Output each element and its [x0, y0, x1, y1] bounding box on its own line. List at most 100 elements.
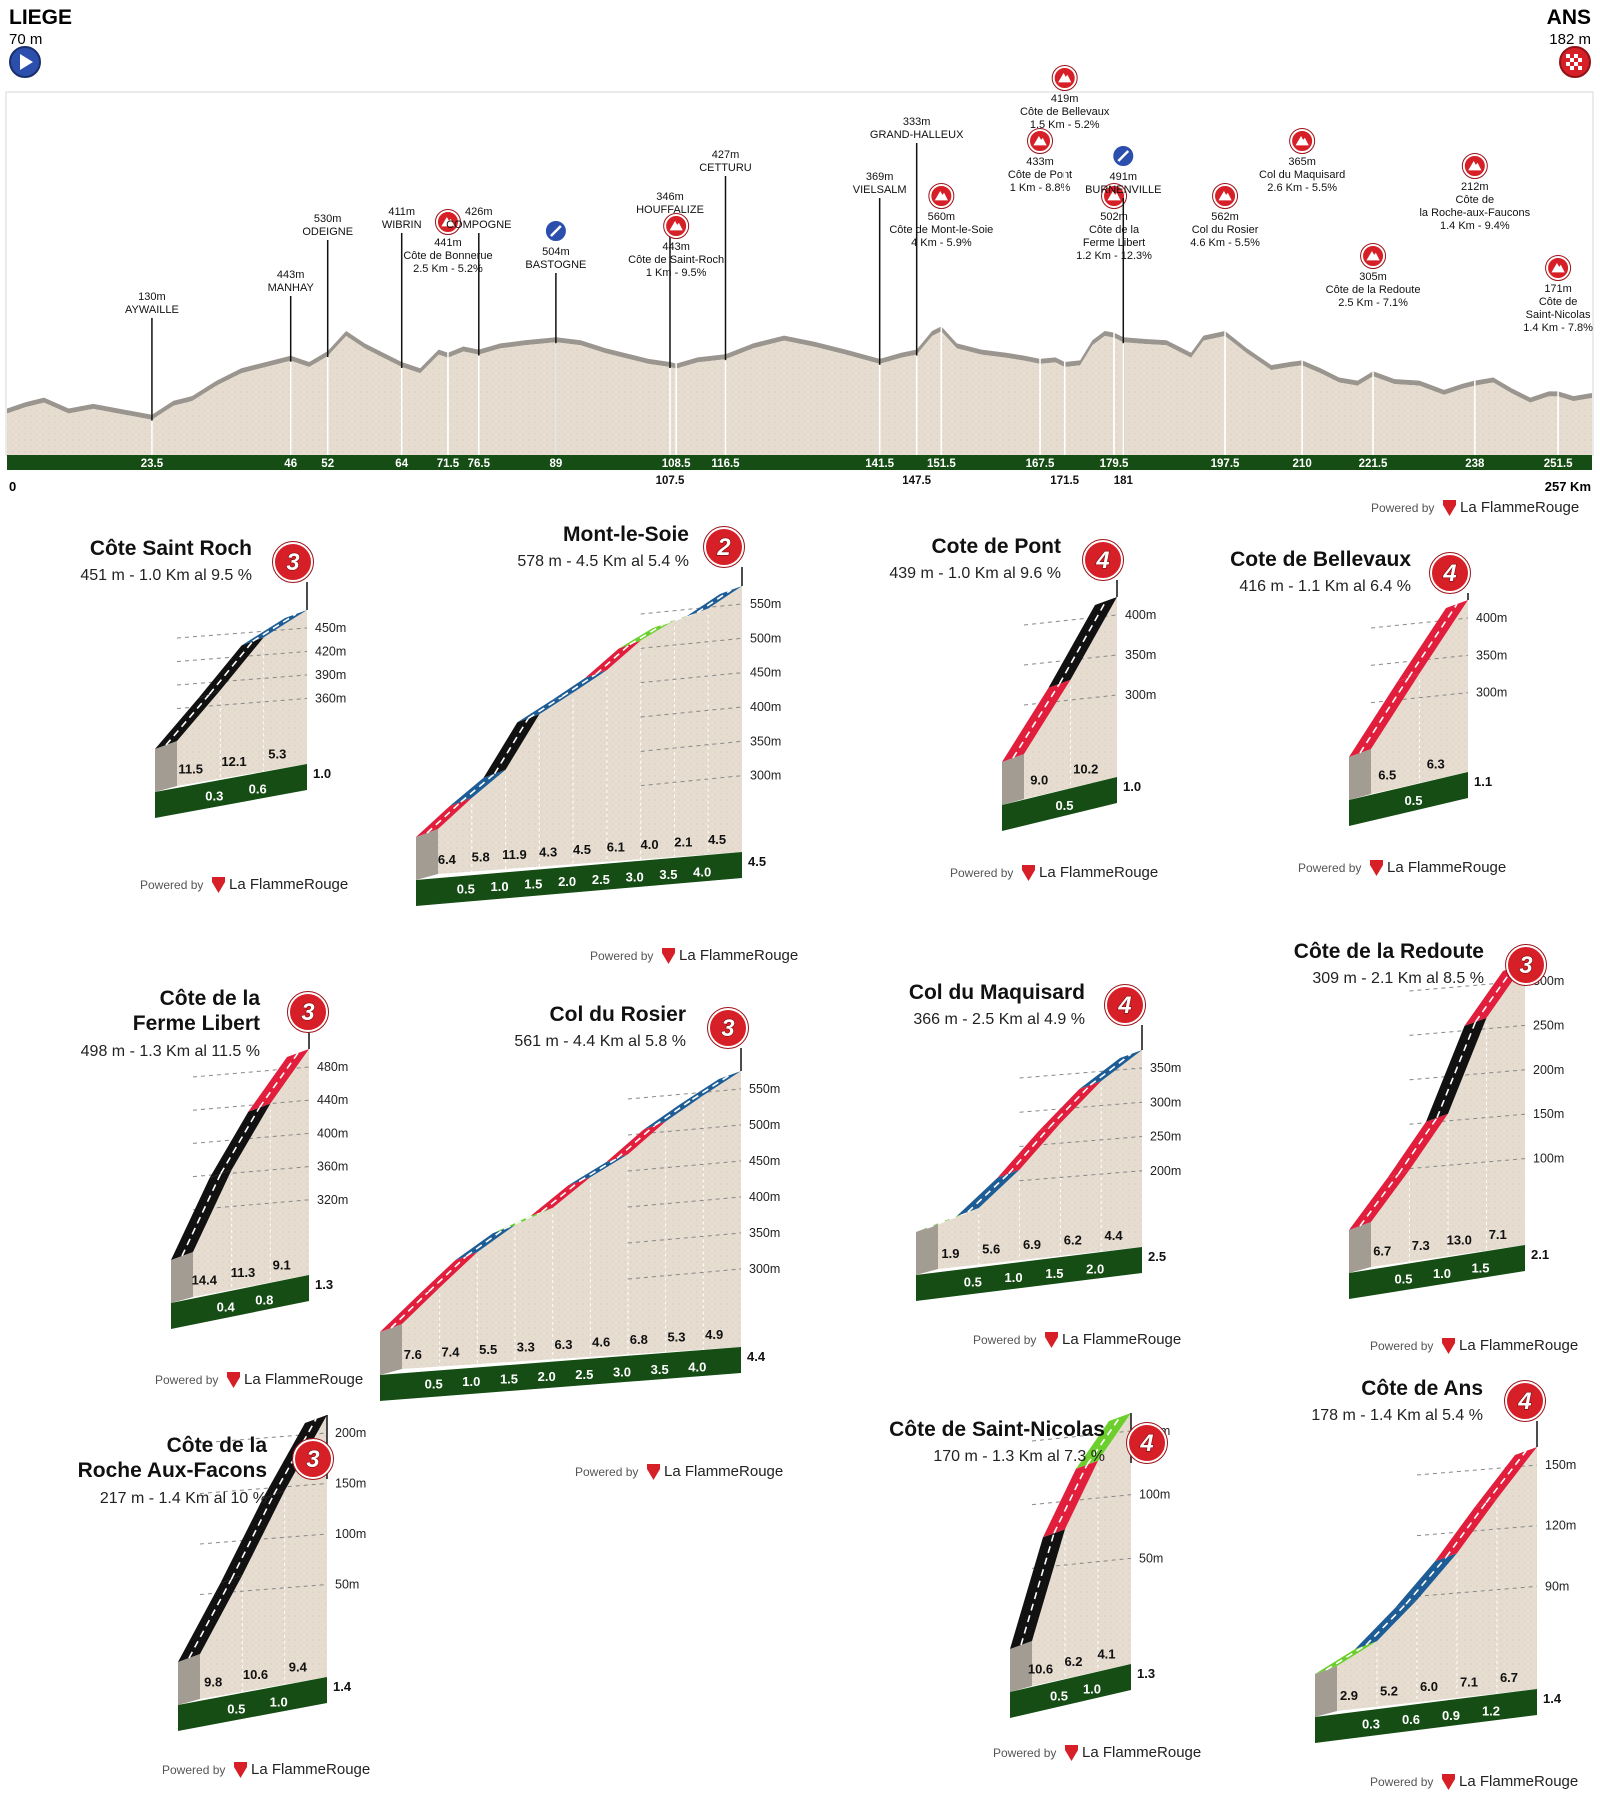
brand-name: La FlammeRouge [679, 947, 798, 964]
mountain-glyph [1058, 73, 1072, 83]
climb-side-wall [178, 1654, 200, 1705]
kom-category-badge: 4 [1104, 984, 1146, 1026]
elevation-gridline [176, 674, 308, 686]
finish-elevation: 182 m [1549, 31, 1591, 48]
climb-base [380, 1347, 741, 1401]
gradient-label: 11.3 [231, 1265, 256, 1280]
flamme-rouge-logo-icon [234, 1762, 247, 1778]
mountain-kom-icon [434, 209, 461, 235]
flamme-rouge-logo-icon [1443, 500, 1456, 516]
road-centerline [1405, 1556, 1447, 1605]
climb-terrain [1337, 1447, 1537, 1711]
badge-ring [292, 1438, 334, 1480]
badge-ring [1504, 1380, 1546, 1422]
elevation-tick-label: 150m [1533, 1107, 1564, 1121]
sprint-icon [543, 219, 568, 243]
gradient-label: 10.2 [1073, 762, 1098, 777]
km-tick-label: 0.3 [1362, 1717, 1380, 1732]
powered-by-label: Powered by [155, 1373, 218, 1387]
road-centerline [578, 1157, 618, 1182]
elevation-gridline [192, 1099, 310, 1111]
powered-by-label: Powered by [1298, 861, 1361, 875]
climb-title: Mont-le-Soie [563, 523, 689, 546]
climb-title: Côte de Ans [1361, 1377, 1483, 1400]
marker-label: 130m [138, 291, 166, 303]
road-centerline [926, 1211, 969, 1229]
km-tick-label: 2.0 [1086, 1261, 1104, 1276]
km-tick-label: 1.0 [462, 1374, 480, 1389]
climb-base [155, 764, 307, 818]
gradient-label: 7.1 [1460, 1675, 1478, 1690]
powered-by-brand: Powered by La FlammeRouge [590, 947, 798, 964]
powered-by-label: Powered by [993, 1746, 1056, 1760]
elevation-tick-label: 400m [1476, 611, 1507, 625]
elevation-gridline [1031, 1494, 1132, 1506]
road-centerline [1089, 1053, 1132, 1086]
category-number: 4 [1095, 547, 1109, 574]
km-tick-label: 167.5 [1026, 458, 1055, 470]
start-elevation: 70 m [9, 31, 42, 48]
gradient-label: 6.2 [1064, 1654, 1082, 1669]
badge-circle [1430, 553, 1470, 593]
kom-category-badge: 2 [703, 526, 745, 568]
climb-base [1010, 1664, 1131, 1718]
km-tick-label: 4.0 [688, 1359, 706, 1374]
flamme-rouge-logo-icon [1442, 1774, 1455, 1790]
climb-total-km: 1.3 [315, 1277, 333, 1292]
marker-label: 443m [662, 241, 690, 253]
kom-category-badge: 3 [287, 991, 329, 1033]
powered-by-brand: Powered by La FlammeRouge [1370, 1337, 1578, 1354]
badge-ring [287, 991, 329, 1033]
km-tick-label: 89 [549, 458, 562, 470]
km-tick-label: 0.4 [217, 1300, 236, 1315]
climb-terrain [1371, 963, 1525, 1267]
road-centerline [1058, 600, 1107, 685]
elevation-gridline [199, 1533, 328, 1545]
marker-label: GRAND-HALLEUX [870, 129, 964, 141]
road-segment [178, 1575, 243, 1662]
powered-by-brand: Powered by La FlammeRouge [1370, 1773, 1578, 1790]
road-segment [220, 1490, 285, 1584]
road-centerline [390, 1291, 430, 1329]
km-tick-label: 1.0 [1433, 1266, 1451, 1281]
badge-ring [1505, 944, 1547, 986]
marker-label: Côte de Pont [1008, 169, 1072, 181]
flamme-rouge-logo-icon [1022, 865, 1035, 881]
climb-base [1349, 772, 1468, 826]
road-segment [1349, 1169, 1410, 1230]
marker-label: 365m [1288, 156, 1316, 168]
climb-profile: 450m 420m 390m 360m 11.5 12.1 5.3 0.3 0.6 1.0 3 Côt… [80, 537, 348, 893]
km-tick-label: 0.5 [1404, 793, 1422, 808]
marker-label: Côte de la [1089, 224, 1140, 236]
climb-total-km: 1.4 [1543, 1691, 1562, 1706]
elevation-tick-label: 350m [1476, 648, 1507, 662]
km-tick-label: 0.5 [1394, 1272, 1412, 1287]
climb-subtitle: 170 m - 1.3 Km al 7.3 % [933, 1448, 1105, 1465]
marker-label: 1.4 Km - 7.8% [1523, 322, 1593, 334]
road-centerline [541, 1180, 580, 1213]
road-segment [1048, 597, 1117, 688]
badge-circle [1083, 540, 1123, 580]
mountain-glyph [1033, 136, 1047, 146]
mountain-kom-icon [1101, 183, 1128, 209]
elevation-tick-label: 450m [750, 666, 781, 680]
elevation-gridline [640, 706, 743, 718]
badge-ring [272, 541, 314, 583]
elevation-tick-label: 350m [749, 1226, 780, 1240]
road-centerline [230, 1494, 275, 1580]
powered-by-brand: Powered by La FlammeRouge [162, 1761, 370, 1778]
gradient-label: 6.4 [438, 852, 457, 867]
gradient-label: 4.6 [592, 1335, 610, 1350]
marker-label: 333m [903, 116, 931, 128]
marker-label: 426m [465, 206, 493, 218]
km-tick-label: 210 [1293, 458, 1312, 470]
powered-by-label: Powered by [1370, 1339, 1433, 1353]
category-number: 3 [286, 549, 299, 576]
km-tick-label: 2.0 [558, 874, 576, 889]
